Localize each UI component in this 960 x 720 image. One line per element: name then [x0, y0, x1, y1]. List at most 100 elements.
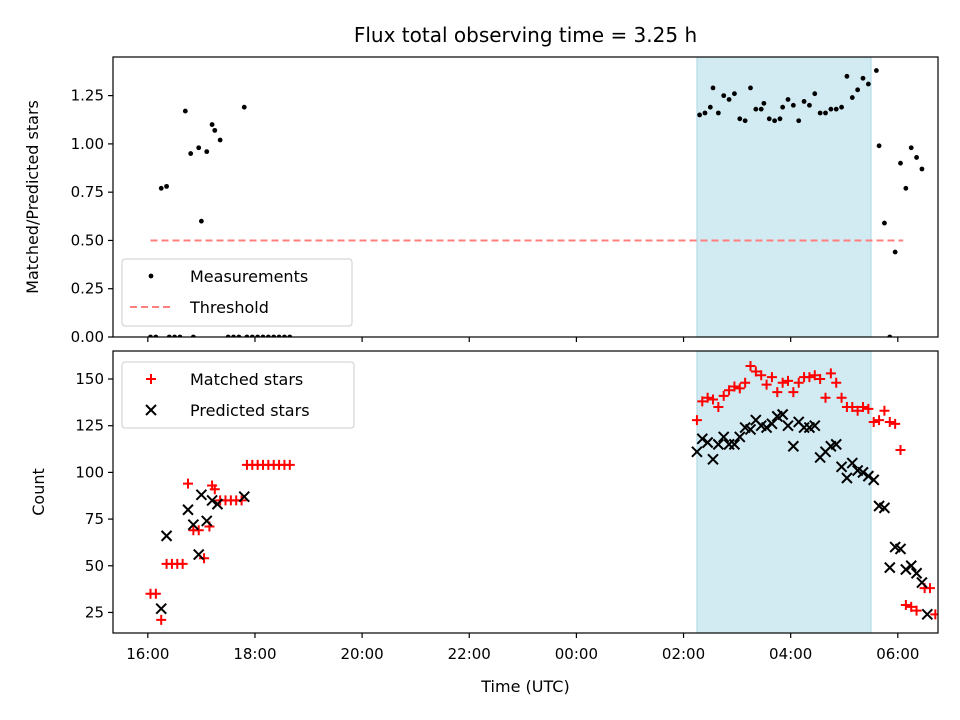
measurements-point	[873, 68, 879, 73]
predicted-stars-point	[894, 543, 907, 555]
plot-frame	[112, 56, 939, 338]
predicted-stars-point	[776, 408, 789, 421]
y-tick-label: 125	[75, 417, 104, 435]
matched-stars-point	[193, 525, 204, 536]
matched-stars-point	[809, 370, 820, 381]
y-tick-label: 0.25	[71, 280, 104, 298]
matched-stars-point	[766, 372, 777, 383]
measurements-point	[796, 118, 802, 124]
measurements-point	[898, 160, 903, 166]
matched-stars-point	[150, 588, 161, 599]
measurements-point	[217, 137, 223, 143]
matched-stars-point	[815, 374, 826, 385]
legend-box	[121, 361, 355, 429]
y-axis-label: Count	[29, 468, 48, 516]
measurements-point	[903, 185, 909, 191]
measurements-point	[855, 87, 861, 93]
x-tick-label: 02:00	[662, 645, 705, 663]
y-tick-label: 75	[85, 510, 104, 528]
measurements-point	[732, 91, 737, 97]
predicted-stars-point	[206, 494, 218, 507]
measurements-point	[241, 104, 247, 110]
measurements-point	[766, 116, 772, 122]
y-tick-label: 1.25	[71, 87, 104, 105]
measurements-point	[715, 110, 721, 116]
measurements-point	[876, 143, 882, 149]
predicted-stars-point	[707, 453, 719, 466]
predicted-stars-point	[691, 446, 703, 458]
measurements-point	[914, 155, 919, 160]
y-tick-label: 0.00	[71, 328, 104, 346]
predicted-stars-point	[760, 421, 773, 434]
measurements-point	[817, 110, 823, 116]
predicted-stars-point	[712, 438, 725, 451]
legend-matched-marker	[146, 374, 156, 384]
matched-stars-point	[906, 601, 917, 612]
y-tick-label: 25	[85, 603, 104, 621]
matched-stars-point	[745, 360, 756, 371]
matched-stars-point	[879, 405, 890, 416]
measurements-point	[772, 118, 778, 124]
measurements-point	[164, 183, 169, 189]
matched-stars-point	[793, 377, 804, 388]
predicted-stars-point	[868, 474, 880, 486]
matched-stars-point	[820, 392, 831, 403]
predicted-stars-point	[921, 608, 933, 621]
predicted-stars-point	[193, 548, 205, 561]
x-tick-label: 22:00	[448, 645, 491, 663]
measurements-point	[158, 185, 164, 191]
predicted-stars-point	[728, 438, 741, 451]
matched-stars-point	[890, 418, 901, 429]
matched-stars-point	[697, 396, 708, 407]
measurements-point	[702, 110, 708, 116]
matched-stars-point	[156, 614, 167, 625]
matched-stars-point	[911, 605, 922, 616]
y-tick-label: 0.50	[71, 231, 104, 249]
predicted-stars-point	[910, 567, 923, 579]
measurements-point	[892, 249, 898, 255]
measurements-point	[726, 97, 732, 102]
matched-stars-point	[858, 402, 868, 413]
predicted-stars-point	[830, 438, 842, 451]
matched-stars-point	[924, 583, 935, 594]
matched-stars-point	[691, 415, 702, 426]
ratio-panel: 0.00 0.25 0.50 0.75 1.00 1.25 Matched/Predicte…	[23, 56, 939, 346]
plot-frame	[112, 350, 939, 634]
matched-stars-point	[209, 484, 220, 495]
predicted-stars-point	[701, 436, 714, 449]
measurements-point	[209, 122, 215, 127]
legend-box	[121, 258, 353, 327]
matched-stars-point	[713, 402, 724, 413]
predicted-stars-point	[182, 504, 194, 516]
predicted-stars-point	[900, 563, 912, 576]
x-tick-label: 18:00	[233, 645, 276, 663]
predicted-stars-point	[782, 419, 794, 432]
predicted-stars-point	[718, 431, 730, 443]
matched-stars-point	[177, 558, 188, 569]
matched-stars-point	[852, 405, 863, 416]
measurements-point	[188, 151, 194, 156]
x-tick-label: 20:00	[340, 645, 383, 663]
matched-stars-point	[783, 375, 793, 386]
measurements-point	[758, 106, 764, 112]
measurements-point	[204, 149, 210, 155]
legend-entry-label: Threshold	[189, 298, 269, 317]
x-tick-label: 00:00	[555, 645, 598, 663]
matched-stars-point	[702, 392, 713, 403]
measurements-point	[198, 218, 204, 224]
y-tick-label: 100	[75, 463, 104, 481]
matched-stars-point	[836, 392, 847, 403]
predicted-stars-point	[195, 489, 208, 501]
matched-stars-point	[756, 370, 767, 381]
measurements-point	[839, 104, 844, 110]
matched-stars-point	[724, 385, 735, 396]
matched-stars-point	[777, 377, 788, 388]
predicted-stars-point	[884, 561, 896, 574]
predicted-stars-point	[862, 470, 875, 482]
measurements-point	[919, 166, 925, 172]
measurements-point	[742, 118, 748, 124]
matched-stars-point	[734, 383, 745, 394]
legend-entry-label: Measurements	[190, 267, 308, 286]
y-tick-label: 150	[75, 370, 104, 388]
predicted-stars-point	[238, 490, 250, 503]
